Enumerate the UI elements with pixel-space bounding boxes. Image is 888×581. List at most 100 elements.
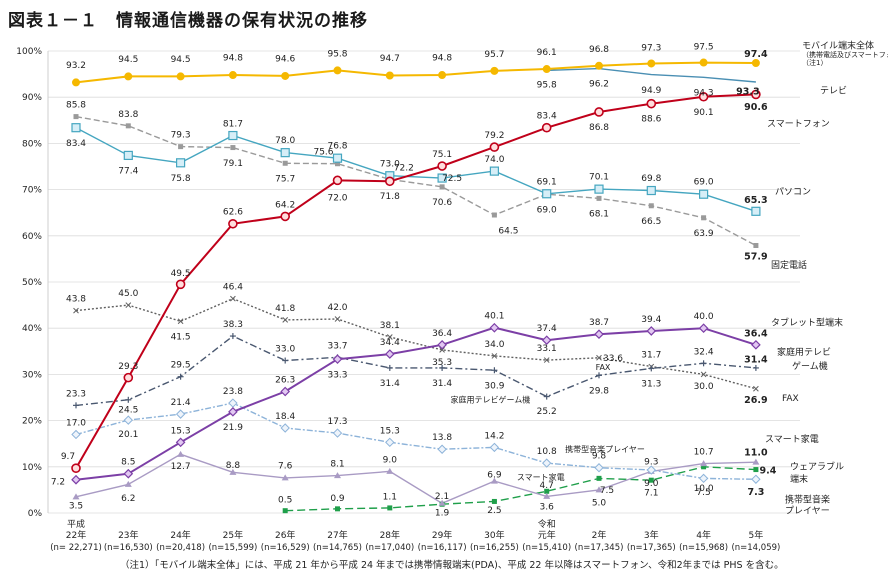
series-name-label: 端末 [790, 473, 808, 485]
x-tick-label: 2年 [592, 529, 607, 541]
series-name-label: ウェアラブル [790, 460, 844, 472]
series-line [75, 127, 757, 212]
data-point [751, 339, 761, 350]
data-point [230, 145, 236, 151]
data-label: 88.6 [641, 114, 661, 124]
end-value-label: 36.4 [744, 329, 768, 340]
data-label: 29.8 [589, 387, 609, 397]
data-label: 75.1 [432, 150, 452, 160]
data-label: 38.1 [380, 321, 400, 331]
data-label: 40.1 [484, 312, 504, 322]
x-sample-size-label: (n=15,599) [208, 543, 257, 553]
x-sample-size-label: (n=16,529) [261, 543, 310, 553]
data-point [384, 176, 395, 187]
data-label: 76.8 [327, 142, 347, 152]
data-label: 69.0 [537, 205, 557, 215]
data-point [753, 467, 759, 473]
x-tick-label: 5年 [749, 529, 764, 541]
data-label: 9.3 [644, 457, 658, 467]
end-value-label: 57.9 [744, 252, 767, 263]
data-point [698, 189, 709, 199]
data-point [438, 71, 447, 80]
data-label: 7.5 [600, 486, 614, 496]
data-label: 75.6 [313, 148, 333, 158]
data-label: 7.1 [644, 489, 658, 499]
data-label: 10.0 [694, 484, 714, 494]
data-label: 14.2 [484, 431, 504, 441]
data-label: 40.0 [694, 312, 714, 322]
data-point [282, 508, 288, 514]
data-point [125, 123, 131, 129]
x-sample-size-label: (n= 22,271) [50, 543, 102, 553]
data-point [489, 442, 500, 453]
y-tick-label: 100% [16, 47, 42, 57]
x-tick-label: 29年 [432, 529, 452, 541]
data-point [541, 458, 552, 468]
data-label: 93.2 [66, 61, 86, 71]
data-point [700, 371, 707, 378]
x-tick-label: 元年 [538, 529, 556, 541]
data-label: 72.5 [442, 174, 462, 184]
data-point [543, 357, 550, 363]
data-point [71, 463, 81, 473]
data-label: 21.4 [171, 398, 191, 408]
data-label: 15.3 [380, 426, 400, 436]
data-point [437, 173, 447, 183]
data-point [596, 354, 602, 361]
data-point [177, 450, 185, 457]
data-point [751, 206, 761, 216]
series-name-label: 家庭用テレビ [777, 346, 831, 358]
data-point [334, 472, 341, 479]
data-label: 7.5 [696, 488, 710, 498]
x-tick-label: 23年 [118, 529, 138, 541]
series-line [75, 297, 757, 390]
data-point [335, 506, 340, 512]
data-point [228, 406, 238, 417]
data-label: 31.7 [641, 351, 661, 361]
data-label: 1.1 [383, 492, 397, 502]
data-label: 94.5 [171, 55, 191, 65]
data-label: 72.2 [394, 163, 414, 173]
data-point [175, 437, 186, 448]
data-label: 9.0 [383, 455, 398, 465]
data-point [595, 61, 603, 70]
y-tick-label: 60% [22, 232, 42, 242]
data-point [280, 386, 291, 397]
chart-markers [71, 58, 761, 514]
data-point [332, 354, 343, 365]
data-label: 62.6 [223, 207, 243, 217]
series-line [75, 61, 756, 84]
page-title: 図表１－１ 情報通信機器の保有状況の推移 [8, 11, 368, 31]
data-point [489, 166, 499, 176]
y-tick-label: 40% [22, 324, 42, 334]
data-label: 70.1 [589, 173, 609, 183]
series-name-label: （携帯電話及びスマートフォン） [802, 50, 888, 59]
data-label: 32.4 [694, 347, 714, 357]
data-point [646, 465, 657, 475]
inline-series-label: 家庭用テレビゲーム機 [451, 394, 531, 404]
data-point [700, 460, 708, 467]
data-label: 81.7 [223, 120, 243, 130]
data-label: 64.5 [498, 226, 518, 236]
data-label: 34.0 [484, 340, 504, 350]
data-label: 64.2 [275, 200, 295, 210]
data-point [698, 323, 709, 334]
data-label: 41.8 [275, 304, 295, 314]
series-name-label: スマートフォン [767, 120, 830, 130]
data-point [228, 398, 238, 408]
data-label: 46.4 [223, 283, 243, 293]
data-label: 94.9 [641, 86, 661, 96]
data-point [177, 318, 184, 325]
x-sample-size-label: (n=16,530) [104, 543, 153, 553]
data-point [648, 203, 654, 209]
data-point [541, 335, 552, 346]
data-point [334, 316, 341, 322]
series-name-label: テレビ [820, 85, 847, 96]
data-label: 94.7 [380, 54, 400, 64]
data-label: 39.4 [641, 315, 661, 325]
data-point [332, 428, 343, 438]
series-line [75, 453, 756, 505]
data-label: 33.3 [327, 370, 347, 380]
y-tick-label: 50% [22, 278, 42, 288]
data-point [385, 437, 395, 448]
